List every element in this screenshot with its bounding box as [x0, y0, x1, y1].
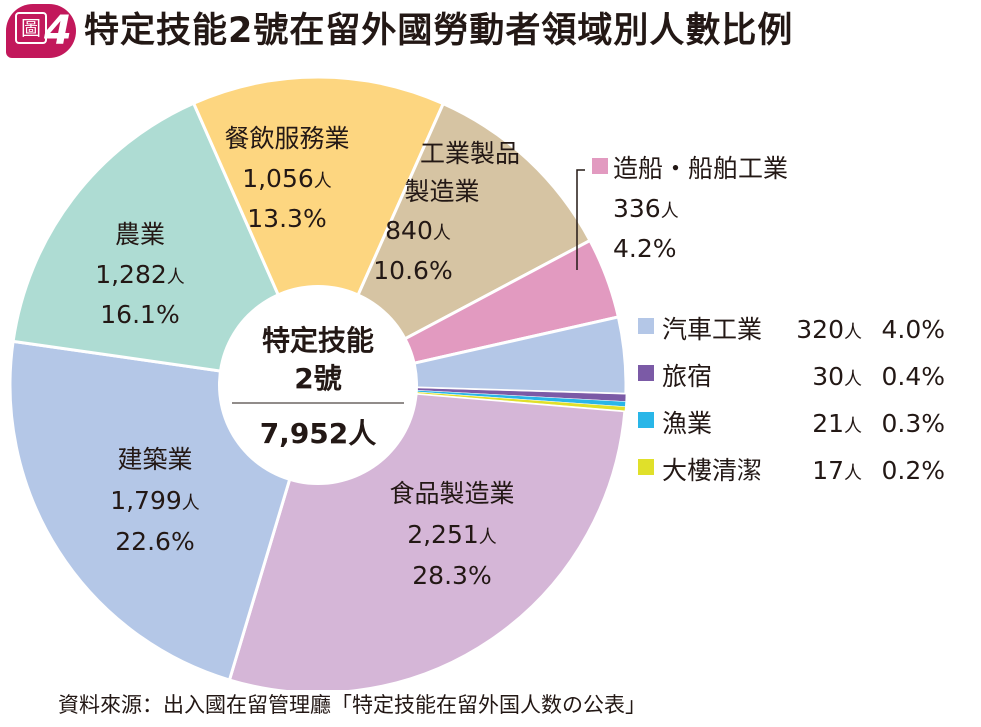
- legend-swatch-fishery: [638, 412, 654, 428]
- center-total-value: 7,952: [260, 417, 349, 450]
- legend-name-fishery: 漁業: [662, 409, 712, 438]
- label-food-unit: 人: [479, 527, 497, 548]
- legend-value-auto-number: 320: [796, 315, 844, 344]
- center-total-unit: 人: [348, 417, 376, 450]
- pie-chart: 特定技能 2號 7,952人 食品製造業 2,251人 28.3% 建築業 1,…: [8, 75, 945, 690]
- label-agriculture-name: 農業: [115, 220, 165, 249]
- legend-value-fishery: 21人: [812, 409, 862, 438]
- legend-item-hotel: 旅宿 30人 0.4%: [638, 362, 945, 391]
- legend: 汽車工業 320人 4.0% 旅宿 30人 0.4% 漁業 21人 0.3% 大…: [638, 315, 945, 485]
- badge-number: 4: [44, 8, 72, 54]
- label-restaurant: 餐飲服務業 1,056人 13.3%: [224, 124, 349, 233]
- legend-unit-cleaning: 人: [844, 463, 862, 484]
- legend-value-auto: 320人: [796, 315, 862, 344]
- label-shipbuilding: 造船・船舶工業 336人 4.2%: [576, 154, 788, 270]
- legend-percent-cleaning: 0.2%: [881, 456, 945, 485]
- legend-swatch-auto: [638, 318, 654, 334]
- legend-unit-auto: 人: [844, 322, 862, 343]
- label-agriculture: 農業 1,282人 16.1%: [95, 220, 185, 329]
- label-food-percent: 28.3%: [412, 561, 491, 590]
- badge-char: 圖: [15, 12, 47, 44]
- legend-value-fishery-number: 21: [812, 409, 844, 438]
- legend-swatch-hotel: [638, 365, 654, 381]
- pie-slice-3: [191, 75, 446, 389]
- legend-percent-auto: 4.0%: [881, 315, 945, 344]
- label-shipbuilding-value-number: 336: [613, 194, 661, 223]
- label-restaurant-percent: 13.3%: [247, 204, 326, 233]
- label-construction-name: 建築業: [117, 445, 192, 474]
- legend-name-cleaning: 大樓清潔: [662, 456, 762, 485]
- label-shipbuilding-value: 336人: [613, 194, 679, 223]
- label-industrial: 工業製品 製造業 840人 10.6%: [373, 139, 520, 285]
- label-restaurant-value: 1,056人: [242, 164, 332, 193]
- source-note: 資料來源：出入國在留管理廳「特定技能在留外国人数の公表」: [58, 693, 646, 717]
- label-industrial-value: 840人: [385, 216, 451, 245]
- label-agriculture-value: 1,282人: [95, 260, 185, 289]
- legend-percent-hotel: 0.4%: [881, 362, 945, 391]
- legend-item-fishery: 漁業 21人 0.3%: [638, 409, 945, 438]
- shipbuilding-leader-line: [576, 169, 585, 270]
- label-food-value: 2,251人: [407, 520, 497, 549]
- label-shipbuilding-name: 造船・船舶工業: [613, 154, 788, 183]
- label-industrial-unit: 人: [433, 223, 451, 244]
- legend-value-cleaning: 17人: [812, 456, 862, 485]
- label-industrial-percent: 10.6%: [373, 256, 452, 285]
- label-food: 食品製造業 2,251人 28.3%: [389, 479, 514, 590]
- legend-percent-fishery: 0.3%: [881, 409, 945, 438]
- shipbuilding-swatch: [592, 158, 608, 174]
- label-food-value-number: 2,251: [407, 520, 479, 549]
- label-restaurant-unit: 人: [314, 171, 332, 192]
- label-agriculture-unit: 人: [167, 267, 185, 288]
- label-industrial-name-line1: 工業製品: [420, 139, 520, 168]
- legend-swatch-cleaning: [638, 459, 654, 475]
- legend-unit-fishery: 人: [844, 416, 862, 437]
- center-title-line1: 特定技能: [262, 324, 374, 357]
- label-agriculture-percent: 16.1%: [100, 300, 179, 329]
- pie-slice-2: [11, 101, 321, 387]
- label-industrial-value-number: 840: [385, 216, 433, 245]
- center-circle: [218, 285, 418, 485]
- label-construction-unit: 人: [182, 493, 200, 514]
- legend-value-cleaning-number: 17: [812, 456, 844, 485]
- label-food-name: 食品製造業: [389, 479, 514, 508]
- legend-value-hotel: 30人: [812, 362, 862, 391]
- label-restaurant-value-number: 1,056: [242, 164, 314, 193]
- legend-name-hotel: 旅宿: [662, 362, 712, 391]
- label-construction-percent: 22.6%: [115, 527, 194, 556]
- legend-unit-hotel: 人: [844, 369, 862, 390]
- label-industrial-name-line2: 製造業: [404, 177, 479, 206]
- legend-value-hotel-number: 30: [812, 362, 844, 391]
- legend-name-auto: 汽車工業: [662, 315, 762, 344]
- legend-item-auto: 汽車工業 320人 4.0%: [638, 315, 945, 344]
- label-construction: 建築業 1,799人 22.6%: [110, 445, 200, 556]
- center-total: 7,952人: [260, 417, 377, 450]
- label-construction-value-number: 1,799: [110, 486, 182, 515]
- label-construction-value: 1,799人: [110, 486, 200, 515]
- label-shipbuilding-unit: 人: [661, 201, 679, 222]
- label-agriculture-value-number: 1,282: [95, 260, 167, 289]
- legend-item-cleaning: 大樓清潔 17人 0.2%: [638, 456, 945, 485]
- chart-title: 特定技能2號在留外國勞動者領域別人數比例: [84, 11, 794, 51]
- label-restaurant-name: 餐飲服務業: [224, 124, 349, 153]
- figure-badge: 圖 4: [6, 4, 76, 58]
- label-shipbuilding-percent: 4.2%: [613, 234, 677, 263]
- center-title-line2: 2號: [294, 362, 341, 395]
